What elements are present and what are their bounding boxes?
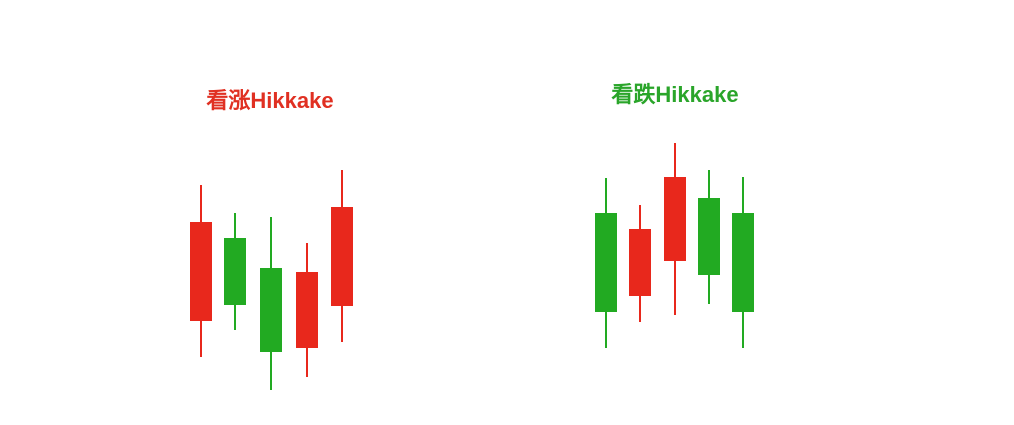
- candle: [698, 170, 720, 304]
- candle: [224, 213, 246, 330]
- bearish-pattern: 看跌Hikkake: [595, 82, 754, 348]
- candle: [296, 243, 318, 377]
- bullish-title: 看涨Hikkake: [206, 88, 333, 113]
- candle: [260, 217, 282, 390]
- candle: [331, 170, 353, 342]
- candle: [595, 178, 617, 348]
- candle: [629, 205, 651, 322]
- candle: [664, 143, 686, 315]
- bearish-title: 看跌Hikkake: [611, 82, 738, 107]
- bullish-pattern: 看涨Hikkake: [190, 88, 353, 390]
- candle: [732, 177, 754, 348]
- candle: [190, 185, 212, 357]
